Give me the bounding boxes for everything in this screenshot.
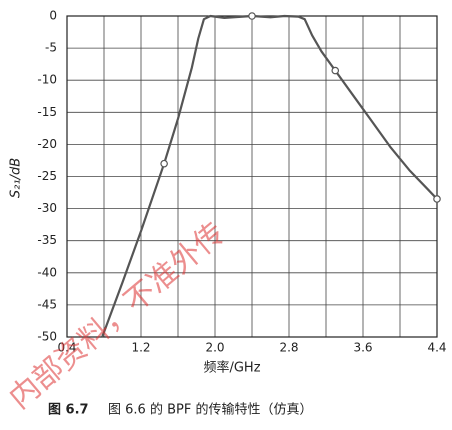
y-tick-label: -40 (37, 265, 57, 279)
y-tick-label: -35 (37, 233, 57, 247)
figure-number: 图 6.7 (48, 403, 89, 418)
data-marker (160, 159, 168, 168)
y-tick-label: -30 (37, 201, 57, 215)
x-tick-label: 1.2 (131, 341, 150, 355)
response-curve (101, 14, 438, 338)
data-marker (248, 12, 256, 20)
y-tick-label: -25 (37, 169, 57, 183)
y-tick-label: -5 (45, 41, 57, 55)
y-tick-label: -45 (37, 297, 57, 311)
data-marker (331, 66, 340, 75)
y-tick-label: 0 (49, 9, 57, 23)
y-tick-label: -10 (37, 73, 57, 87)
y-tick-label: -50 (37, 330, 57, 344)
data-marker (433, 195, 441, 203)
y-tick-label: -15 (37, 105, 57, 119)
x-tick-label: 2.8 (279, 341, 298, 355)
x-tick-label: 4.4 (427, 341, 446, 355)
y-axis-label: S₂₁/dB (9, 158, 24, 198)
x-axis-label: 频率/GHz (203, 360, 260, 376)
y-tick-label: -20 (37, 137, 57, 151)
x-tick-label: 0.4 (57, 341, 76, 355)
x-tick-label: 3.6 (353, 341, 372, 355)
figure-caption: 图 6.6 的 BPF 的传输特性（仿真） (108, 402, 312, 418)
x-tick-label: 2.0 (205, 341, 224, 355)
